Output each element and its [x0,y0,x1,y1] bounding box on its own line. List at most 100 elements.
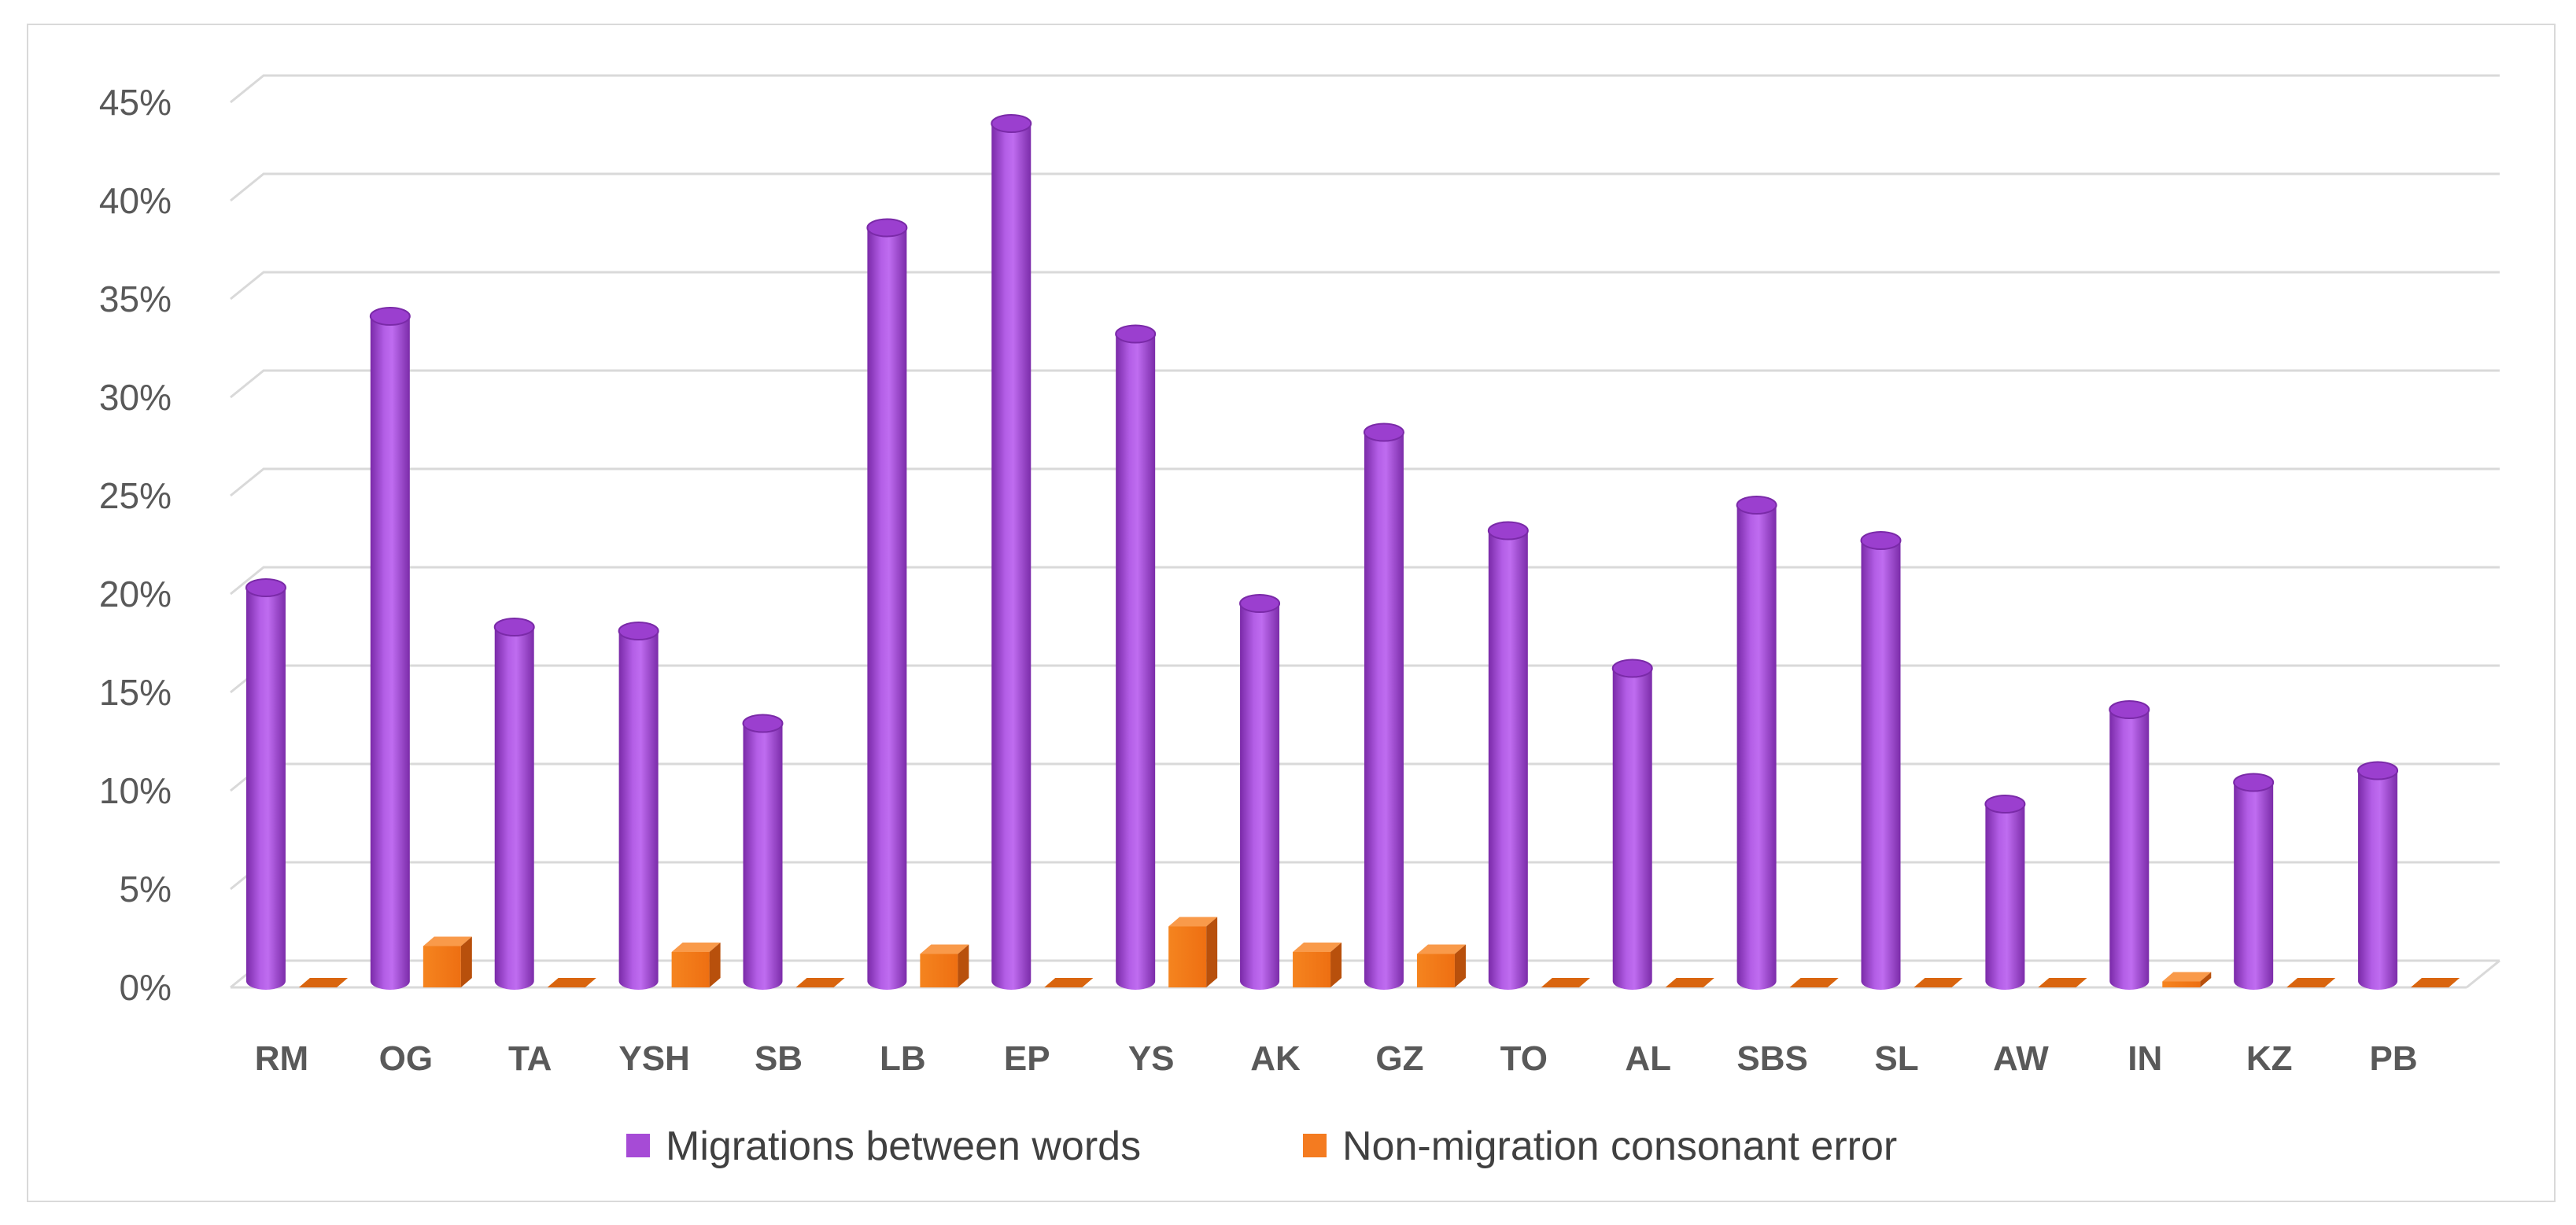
bar-migrations-al [1611,659,1653,990]
cylinder-top [1487,521,1529,541]
cylinder-top [1363,422,1404,442]
box-flat [1541,978,1590,987]
cylinder-top [866,218,908,238]
cylinder-top [991,114,1032,133]
x-axis: RM OG TA YSH SB LB EP YS AK GZ TO AL SBS SL AW IN KZ PB [255,1039,2418,1078]
gridline [230,271,2500,301]
cylinder-top [742,714,784,733]
bar-consonant-error-ysh [671,943,721,987]
bar-migrations-in [2109,700,2150,990]
x-tick-label: AK [1250,1039,1301,1078]
box-flat [1044,978,1094,987]
cylinder-top [493,618,535,636]
bar-consonant-error-pb [2411,978,2460,987]
box-front [1293,952,1331,987]
x-tick-label: YSH [618,1039,689,1078]
bar-migrations-ak [1239,594,1281,990]
bar-migrations-ysh [618,622,659,990]
x-tick-label: AW [1993,1039,2049,1078]
bar-migrations-ys [1115,324,1157,990]
bar-migrations-sl [1860,531,1902,990]
cylinder-top [618,622,659,640]
bar-consonant-error-aw [2038,978,2087,987]
box-front [423,946,461,987]
box-top [920,944,969,954]
bar-migrations-kz [2233,773,2275,990]
x-tick-label: SL [1874,1039,1918,1078]
box-top [2162,972,2212,982]
cylinder-body [743,723,783,990]
cylinder-body [2109,710,2150,990]
cylinder-top [1115,324,1157,344]
box-side [958,944,969,987]
y-tick-label: 40% [99,180,172,221]
box-top [671,943,721,952]
gridline [230,74,2500,104]
cylinder-top [2233,773,2275,792]
gridline [230,369,2500,399]
x-tick-label: AL [1625,1039,1671,1078]
legend-label: Migrations between words [666,1124,1141,1169]
x-tick-label: TA [508,1039,552,1078]
bar-migrations-lb [866,218,908,990]
bar-consonant-error-lb [920,944,969,987]
box-side [709,943,721,987]
bar-consonant-error-ep [1044,978,1094,987]
bar-migrations-aw [1984,795,2026,990]
box-side [2200,972,2212,987]
bar-migrations-pb [2357,761,2399,990]
bar-migrations-rm [245,578,286,990]
box-flat [795,978,845,987]
box-flat [2286,978,2336,987]
box-flat [1914,978,1963,987]
box-top [423,936,472,946]
box-front [671,952,710,987]
legend-swatch [626,1134,650,1157]
x-tick-label: OG [379,1039,433,1078]
x-tick-label: GZ [1375,1039,1423,1078]
box-front [1168,926,1207,987]
y-tick-label: 25% [99,475,172,516]
bar-consonant-error-ta [547,978,596,987]
legend-label: Non-migration consonant error [1342,1124,1897,1169]
box-flat [1789,978,1839,987]
box-side [1454,944,1466,987]
cylinder-body [1736,505,1777,990]
box-side [1206,917,1218,987]
legend-swatch [1303,1134,1327,1157]
cylinder-body [2358,770,2398,990]
bar-consonant-error-sb [795,978,845,987]
x-tick-label: YS [1128,1039,1175,1078]
box-front [1416,954,1455,987]
gridline [230,467,2500,497]
cylinder-top [1611,659,1653,678]
cylinder-body [618,631,659,990]
cylinder-top [2109,700,2150,719]
box-front [920,954,958,987]
box-flat [2411,978,2460,987]
bar-consonant-error-gz [1416,944,1466,987]
y-tick-label: 20% [99,574,172,614]
cylinder-body [494,627,534,990]
box-side [1330,943,1342,987]
y-axis: 0% 5% 10% 15% 20% 25% 30% 35% 40% 45% [99,82,172,1008]
bar-migrations-ta [493,618,535,990]
bar-consonant-error-al [1665,978,1714,987]
cylinder-body [1612,668,1652,990]
y-tick-label: 10% [99,770,172,811]
x-tick-label: KZ [2246,1039,2293,1078]
cylinder-top [2357,761,2399,780]
bar-migrations-og [369,307,411,990]
bar-consonant-error-ys [1168,917,1218,987]
box-top [1416,944,1466,954]
bar-consonant-error-sl [1914,978,1963,987]
cylinder-top [245,578,286,597]
y-tick-label: 0% [120,967,172,1008]
cylinder-top [1736,496,1777,515]
x-tick-label: EP [1004,1039,1050,1078]
x-tick-label: PB [2369,1039,2417,1078]
cylinder-body [867,227,907,990]
bar-consonant-error-kz [2286,978,2336,987]
bar-migrations-sb [742,714,784,990]
cylinder-body [1488,530,1528,990]
